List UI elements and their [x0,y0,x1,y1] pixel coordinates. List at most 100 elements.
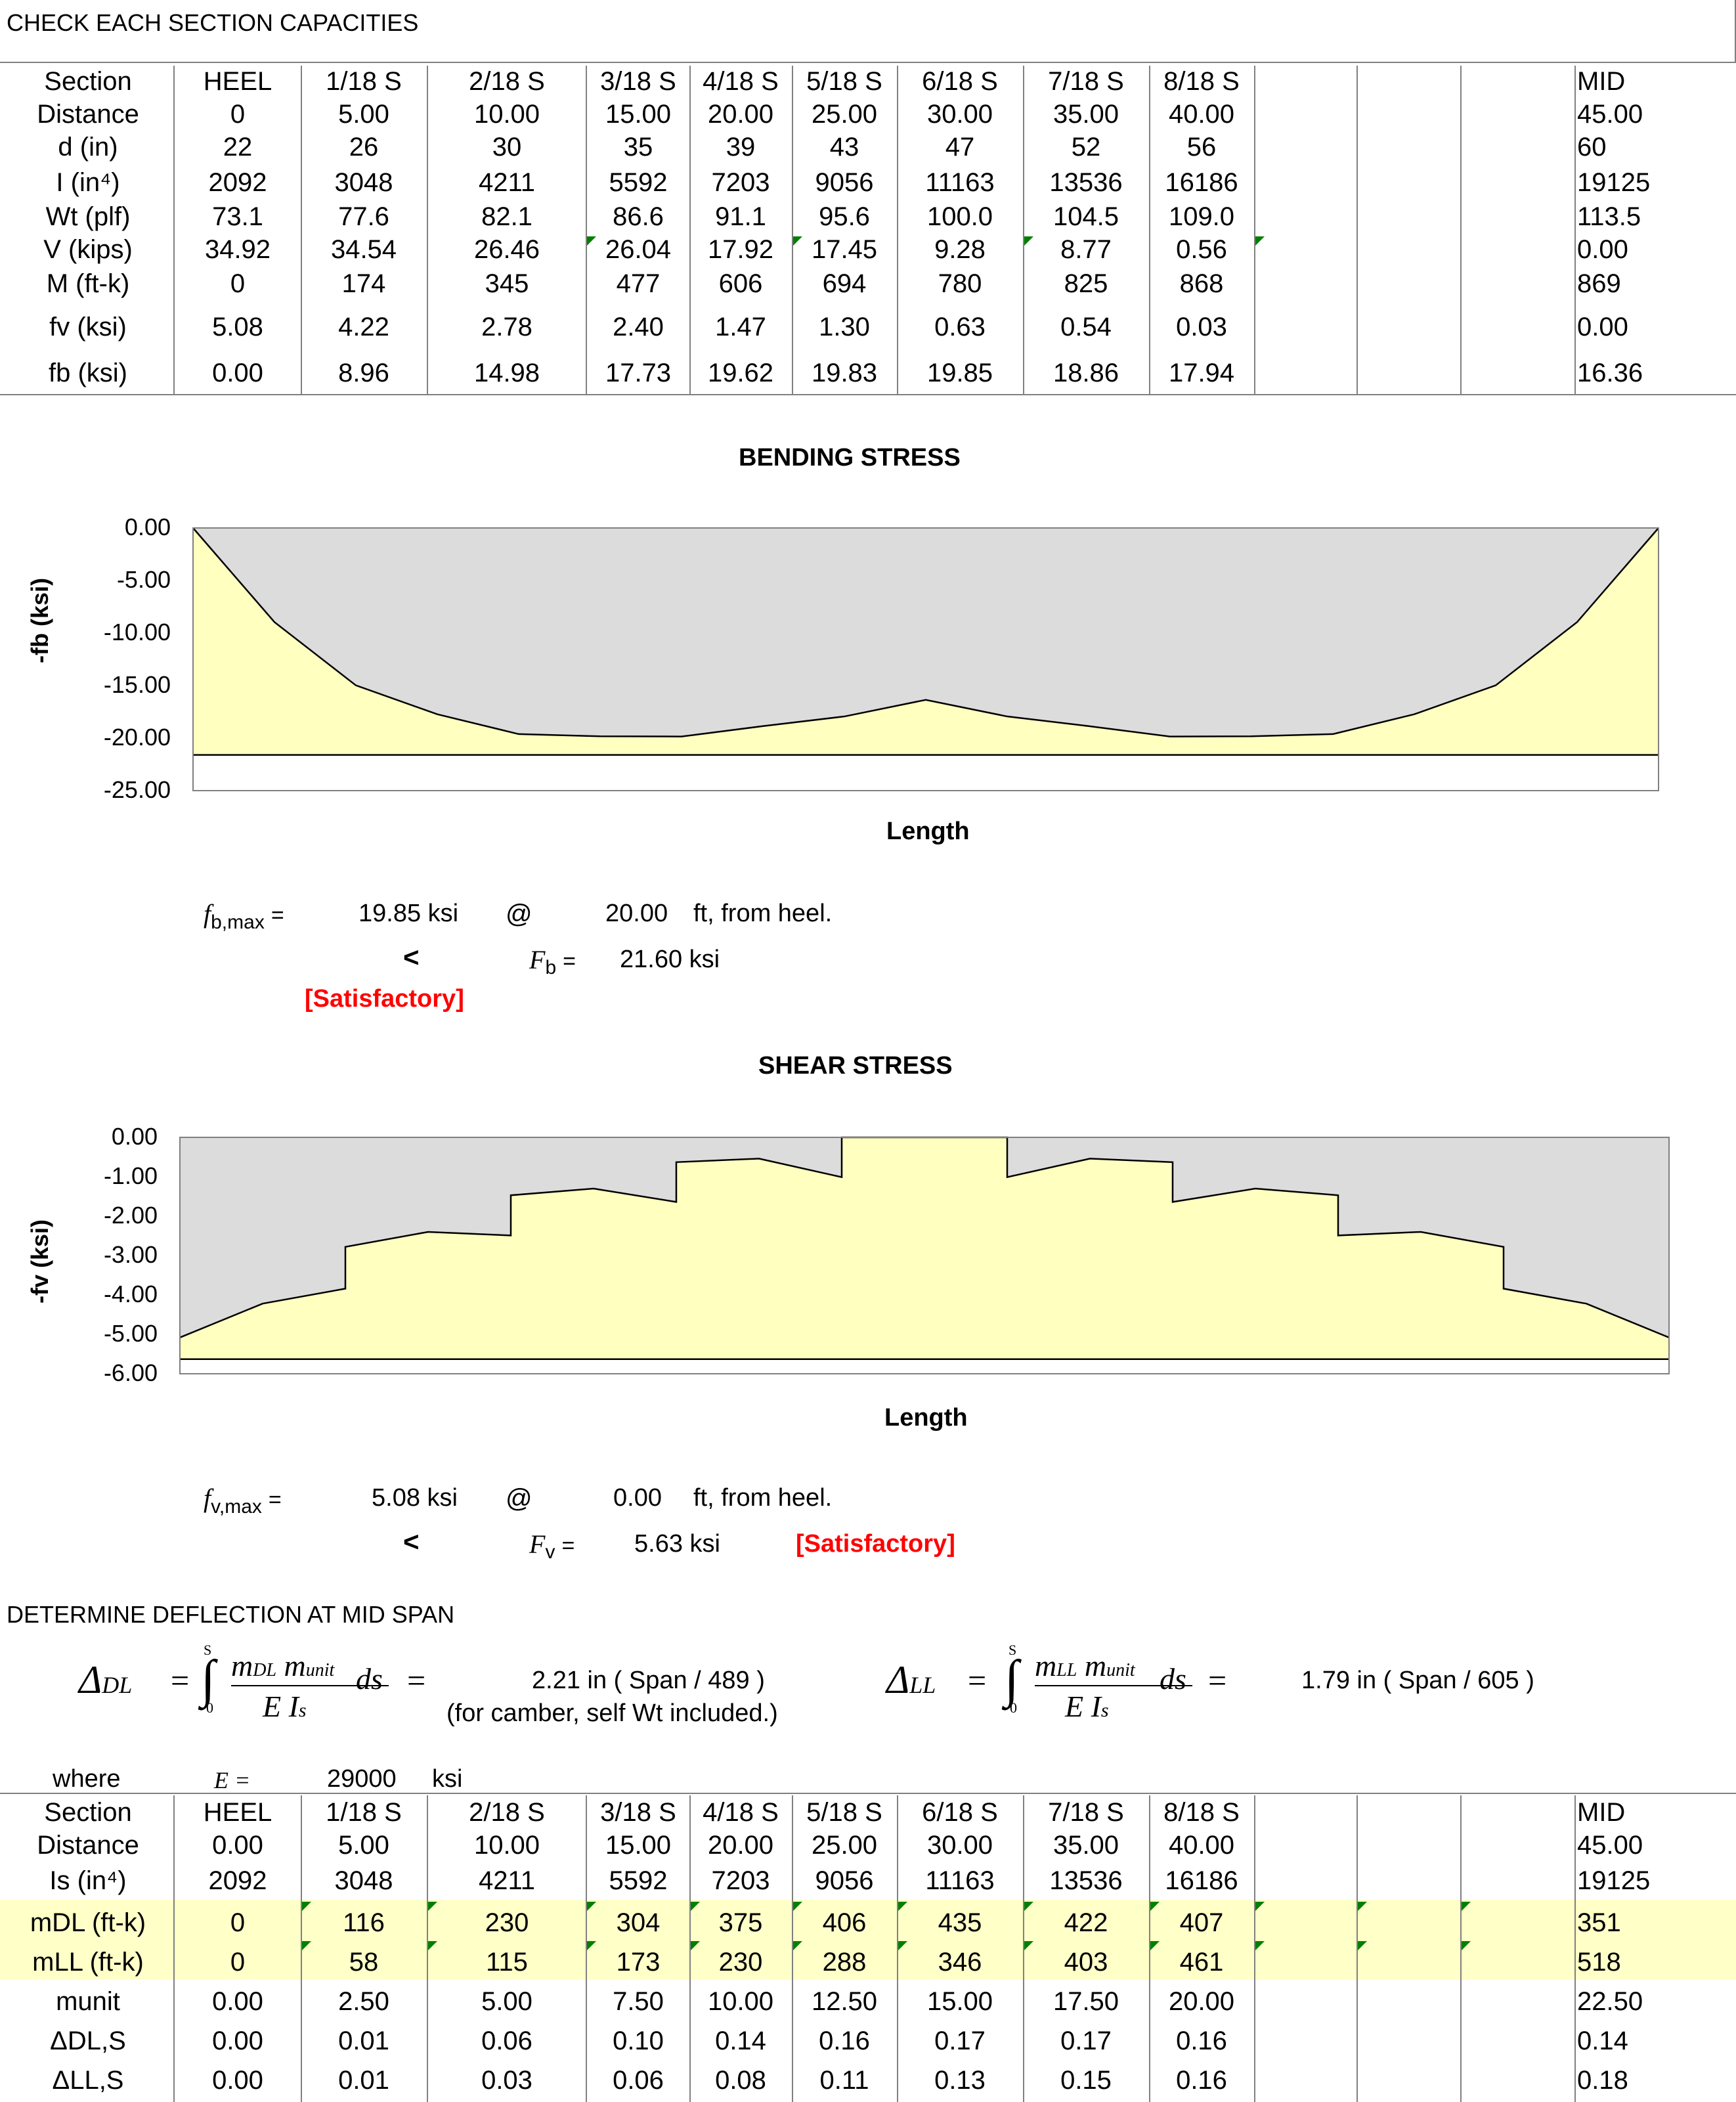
table-cell[interactable]: 113.5 [1577,202,1641,231]
table-cell[interactable]: 15.00 [605,1831,672,1860]
table-cell[interactable]: 8.96 [338,359,389,387]
table-cell[interactable]: 0.11 [819,2066,869,2095]
table-cell[interactable]: 0 [230,100,246,129]
table-cell[interactable]: 15.00 [926,1987,993,2016]
table-cell[interactable]: 288 [822,1948,867,1977]
table-cell[interactable]: 115 [486,1948,528,1977]
table-cell[interactable]: 4211 [478,1866,536,1895]
table-cell[interactable]: 0.13 [934,2066,986,2095]
table-cell[interactable]: 0 [230,1948,246,1977]
table-cell[interactable]: 35.00 [1052,100,1119,129]
table-cell[interactable]: 1/18 S [326,1798,402,1827]
table-cell[interactable]: 406 [822,1908,867,1937]
table-cell[interactable]: 11163 [925,168,995,197]
table-cell[interactable]: 20.00 [1168,1987,1235,2016]
table-cell[interactable]: 35.00 [1052,1831,1119,1860]
table-cell[interactable]: 45.00 [1577,1831,1643,1860]
table-cell[interactable]: 0.01 [338,2026,389,2055]
table-cell[interactable]: 1.47 [715,313,766,341]
table-cell[interactable]: 2/18 S [469,1798,545,1827]
table-cell[interactable]: 7/18 S [1048,67,1124,96]
table-cell[interactable]: 4/18 S [703,67,779,96]
table-cell[interactable]: 16186 [1165,168,1238,197]
table-cell[interactable]: 17.50 [1052,1987,1119,2016]
table-cell[interactable]: 869 [1577,269,1621,298]
table-cell[interactable]: 10.00 [473,100,540,129]
table-cell[interactable]: 0.00 [212,2026,263,2055]
table-cell[interactable]: 5.00 [338,100,389,129]
table-cell[interactable]: 104.5 [1052,202,1119,231]
table-cell[interactable]: 477 [616,269,661,298]
table-cell[interactable]: 17.92 [707,235,774,264]
table-cell[interactable]: 0.00 [1577,313,1628,341]
table-cell[interactable]: 34.92 [204,235,271,264]
table-cell[interactable]: 17.45 [811,235,878,264]
table-cell[interactable]: 0.01 [338,2066,389,2095]
table-cell[interactable]: 82.1 [481,202,532,231]
table-cell[interactable]: 0.06 [481,2026,532,2055]
table-cell[interactable]: 26 [349,133,379,162]
table-cell[interactable]: 2.40 [613,313,664,341]
table-cell[interactable]: 0.54 [1060,313,1112,341]
table-cell[interactable]: 7/18 S [1048,1798,1124,1827]
table-cell[interactable]: 422 [1064,1908,1108,1937]
table-cell[interactable]: 40.00 [1168,100,1235,129]
table-cell[interactable]: 606 [718,269,763,298]
table-cell[interactable]: 0.00 [212,2066,263,2095]
table-cell[interactable]: 73.1 [212,202,263,231]
table-cell[interactable]: 0.18 [1577,2066,1628,2095]
table-cell[interactable]: 100.0 [926,202,993,231]
table-cell[interactable]: 6/18 S [922,1798,998,1827]
table-cell[interactable]: 35 [623,133,653,162]
table-cell[interactable]: MID [1577,67,1626,96]
table-cell[interactable]: 43 [829,133,859,162]
table-cell[interactable]: 9.28 [934,235,986,264]
table-cell[interactable]: 1.30 [819,313,870,341]
table-cell[interactable]: 0.16 [1176,2066,1227,2095]
table-cell[interactable]: 5.08 [212,313,263,341]
table-cell[interactable]: 8.77 [1060,235,1112,264]
table-cell[interactable]: 230 [485,1908,529,1937]
table-cell[interactable]: 0 [230,269,246,298]
table-cell[interactable]: 56 [1186,133,1217,162]
table-cell[interactable]: 10.00 [473,1831,540,1860]
table-cell[interactable]: 5592 [609,168,668,197]
table-cell[interactable]: 0.06 [613,2066,664,2095]
table-cell[interactable]: 2.78 [481,313,532,341]
table-cell[interactable]: 30.00 [926,100,993,129]
table-cell[interactable]: 868 [1179,269,1224,298]
table-cell[interactable]: 16186 [1165,1866,1238,1895]
table-cell[interactable]: 4/18 S [703,1798,779,1827]
table-cell[interactable]: 77.6 [338,202,389,231]
table-cell[interactable]: 0.63 [934,313,986,341]
table-cell[interactable]: 8/18 S [1163,67,1240,96]
table-cell[interactable]: 116 [343,1908,385,1937]
table-cell[interactable]: HEEL [203,1798,272,1827]
table-cell[interactable]: 30.00 [926,1831,993,1860]
table-cell[interactable]: 7.50 [613,1987,664,2016]
table-cell[interactable]: 518 [1577,1948,1621,1977]
table-cell[interactable]: 0.00 [1577,235,1628,264]
table-cell[interactable]: 91.1 [715,202,766,231]
table-cell[interactable]: 6/18 S [922,67,998,96]
table-cell[interactable]: 3048 [334,168,393,197]
table-cell[interactable]: 19.83 [811,359,878,387]
table-cell[interactable]: 2.50 [338,1987,389,2016]
table-cell[interactable]: 0.17 [1060,2026,1112,2055]
table-cell[interactable]: 2/18 S [469,67,545,96]
table-cell[interactable]: 95.6 [819,202,870,231]
table-cell[interactable]: 0.14 [715,2026,766,2055]
table-cell[interactable]: 16.36 [1577,359,1643,387]
table-cell[interactable]: 5592 [609,1866,668,1895]
table-cell[interactable]: 20.00 [707,1831,774,1860]
table-cell[interactable]: 9056 [815,1866,874,1895]
table-cell[interactable]: 0.56 [1176,235,1227,264]
table-cell[interactable]: 20.00 [707,100,774,129]
table-cell[interactable]: 5.00 [338,1831,389,1860]
table-cell[interactable]: 15.00 [605,100,672,129]
table-cell[interactable]: 174 [341,269,386,298]
table-cell[interactable]: 1/18 S [326,67,402,96]
table-cell[interactable]: 52 [1071,133,1101,162]
table-cell[interactable]: 5.00 [481,1987,532,2016]
table-cell[interactable]: 13536 [1049,168,1123,197]
